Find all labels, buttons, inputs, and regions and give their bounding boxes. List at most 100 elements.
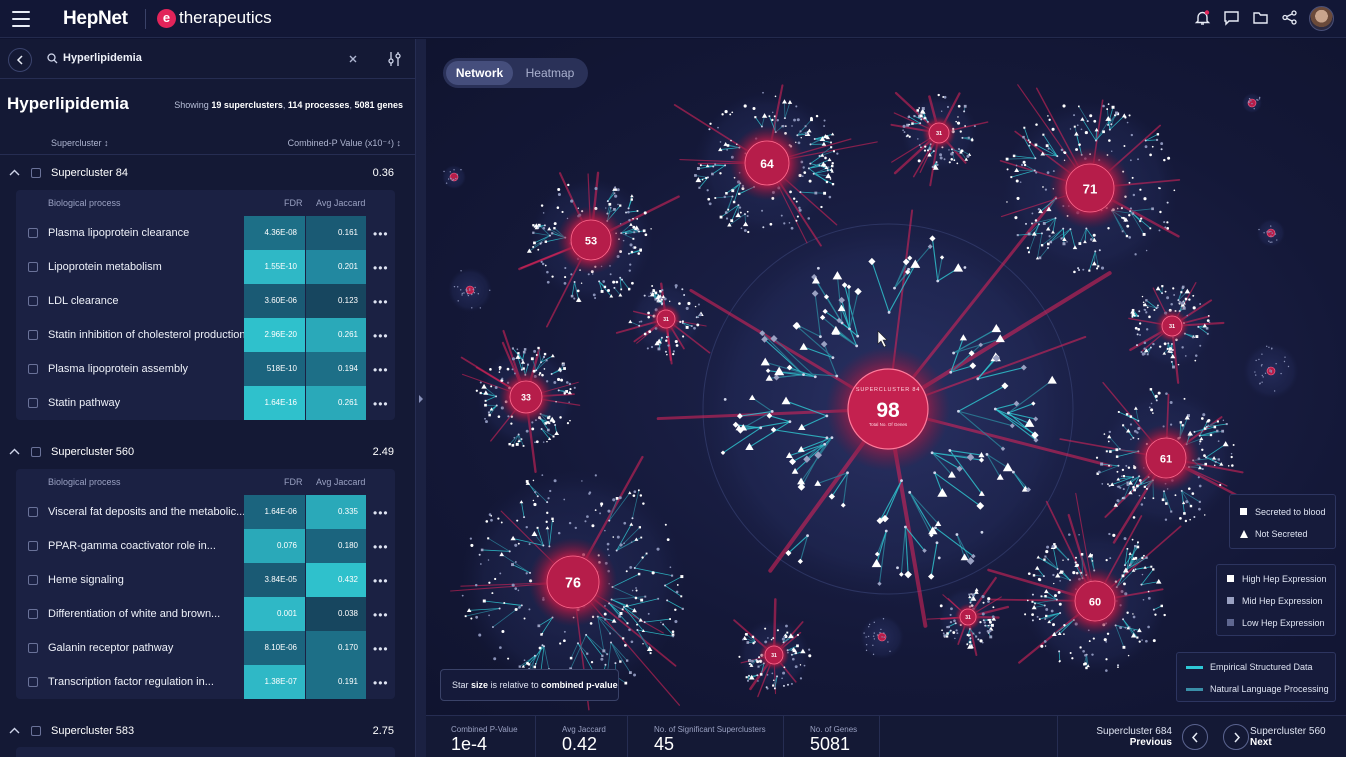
network-canvas[interactable]: 64 71 53 33 76 61 60 31 31 31 31 31 SUPERCLUSTER 84 9… <box>426 39 1346 715</box>
gene-edge <box>958 410 1013 427</box>
menu-icon[interactable] <box>12 11 30 27</box>
supercluster-checkbox[interactable] <box>31 726 41 736</box>
gene-dot <box>1274 233 1277 235</box>
process-row[interactable]: Statin pathway 1.64E-16 0.261 ••• <box>16 386 395 420</box>
gene-dot <box>865 649 868 652</box>
more-options-icon[interactable]: ••• <box>373 676 389 690</box>
next-button[interactable] <box>1223 724 1249 750</box>
cluster-ring <box>702 223 1074 595</box>
gene-node <box>638 526 642 529</box>
more-options-icon[interactable]: ••• <box>373 642 389 656</box>
process-row[interactable]: PPAR-gamma coactivator role in... 0.076 0.… <box>16 529 395 563</box>
gene-dot <box>600 657 604 661</box>
gene-dot <box>872 644 874 646</box>
gene-node <box>1122 474 1126 478</box>
gene-dot <box>629 263 632 266</box>
gene-edge <box>797 324 821 338</box>
process-row[interactable]: Plasma lipoprotein assembly 518E-10 0.194 •… <box>16 352 395 386</box>
folder-icon[interactable] <box>1252 9 1269 26</box>
gene-dot <box>784 634 788 639</box>
gene-dot <box>1124 626 1127 629</box>
gene-dot <box>525 572 528 575</box>
more-options-icon[interactable]: ••• <box>373 540 389 554</box>
gene-edge <box>540 418 549 431</box>
back-button[interactable] <box>8 48 32 72</box>
tab-heatmap[interactable]: Heatmap <box>525 66 575 80</box>
search-input[interactable]: Hyperlipidemia <box>63 52 142 64</box>
process-checkbox[interactable] <box>28 296 38 306</box>
share-icon[interactable] <box>1281 9 1298 26</box>
gene-node <box>654 297 658 301</box>
supercluster-row[interactable]: Supercluster 560 2.49 <box>0 441 415 463</box>
sort-combined-p-header[interactable]: Combined-P Value (x10⁻⁴) ↕ <box>287 138 401 148</box>
process-checkbox[interactable] <box>28 643 38 653</box>
gene-dot <box>1073 114 1076 117</box>
gene-node <box>949 629 952 632</box>
gene-edge <box>571 281 575 297</box>
gene-node <box>511 347 514 350</box>
process-row[interactable]: LDL clearance 3.60E-06 0.123 ••• <box>16 284 395 318</box>
more-options-icon[interactable]: ••• <box>373 261 389 275</box>
process-checkbox[interactable] <box>28 575 38 585</box>
more-options-icon[interactable]: ••• <box>373 506 389 520</box>
process-checkbox[interactable] <box>28 507 38 517</box>
gene-dot <box>501 377 504 380</box>
supercluster-core <box>764 645 784 665</box>
process-row[interactable]: Statin inhibition of cholesterol product… <box>16 318 395 352</box>
chat-icon[interactable] <box>1223 9 1240 26</box>
next-supercluster-label[interactable]: Supercluster 560 Next <box>1250 726 1326 748</box>
gene-node <box>952 351 955 355</box>
process-row[interactable]: Differentiation of white and brown... 0.0… <box>16 597 395 631</box>
supercluster-checkbox[interactable] <box>31 447 41 457</box>
close-icon[interactable] <box>346 52 360 66</box>
process-row[interactable]: Galanin receptor pathway 8.10E-06 0.170 ••• <box>16 631 395 665</box>
supercluster-checkbox[interactable] <box>31 168 41 178</box>
process-row[interactable]: Lipoprotein metabolism 1.55E-10 0.201 ••• <box>16 250 395 284</box>
process-checkbox[interactable] <box>28 398 38 408</box>
process-checkbox[interactable] <box>28 609 38 619</box>
more-options-icon[interactable]: ••• <box>373 295 389 309</box>
more-options-icon[interactable]: ••• <box>373 363 389 377</box>
gene-dot <box>1145 311 1148 314</box>
process-row[interactable]: Heme signaling 3.84E-05 0.432 ••• <box>16 563 395 597</box>
process-checkbox[interactable] <box>28 330 38 340</box>
sort-supercluster-header[interactable]: Supercluster ↕ <box>51 138 109 148</box>
process-row[interactable]: Plasma lipoprotein clearance 4.36E-08 0.16… <box>16 216 395 250</box>
process-checkbox[interactable] <box>28 541 38 551</box>
more-options-icon[interactable]: ••• <box>373 397 389 411</box>
more-options-icon[interactable]: ••• <box>373 574 389 588</box>
process-checkbox[interactable] <box>28 228 38 238</box>
more-options-icon[interactable]: ••• <box>373 608 389 622</box>
process-checkbox[interactable] <box>28 364 38 374</box>
gene-dot <box>923 149 927 152</box>
gene-edge <box>570 634 587 669</box>
gene-dot <box>463 292 465 294</box>
more-options-icon[interactable]: ••• <box>373 329 389 343</box>
supercluster-number: 60 <box>1089 596 1101 608</box>
gene-dot <box>1194 359 1197 362</box>
column-header-row: Supercluster ↕ Combined-P Value (x10⁻⁴) … <box>0 133 415 155</box>
more-options-icon[interactable]: ••• <box>373 227 389 241</box>
tab-network[interactable]: Network <box>446 61 513 85</box>
previous-supercluster-label[interactable]: Supercluster 684 Previous <box>1096 726 1172 748</box>
bell-icon[interactable] <box>1194 9 1211 26</box>
user-avatar[interactable] <box>1309 6 1334 31</box>
process-checkbox[interactable] <box>28 262 38 272</box>
gene-node <box>1146 488 1148 490</box>
gene-node <box>1126 548 1129 550</box>
gene-dot <box>1103 638 1107 642</box>
panel-collapse-handle[interactable] <box>415 39 426 757</box>
supercluster-row[interactable]: Supercluster 84 0.36 <box>0 162 415 184</box>
process-row[interactable]: Visceral fat deposits and the metabolic.… <box>16 495 395 529</box>
process-row[interactable]: Transcription factor regulation in... 1.3… <box>16 665 395 699</box>
gene-dot <box>537 248 540 251</box>
gene-node <box>651 291 654 294</box>
gene-dot <box>1266 231 1268 233</box>
filter-sliders-icon[interactable] <box>387 51 403 67</box>
supercluster-row[interactable]: Supercluster 583 2.75 <box>0 720 415 742</box>
previous-button[interactable] <box>1182 724 1208 750</box>
jaccard-cell: 0.261 <box>306 386 366 420</box>
gene-dot <box>957 116 959 118</box>
process-checkbox[interactable] <box>28 677 38 687</box>
